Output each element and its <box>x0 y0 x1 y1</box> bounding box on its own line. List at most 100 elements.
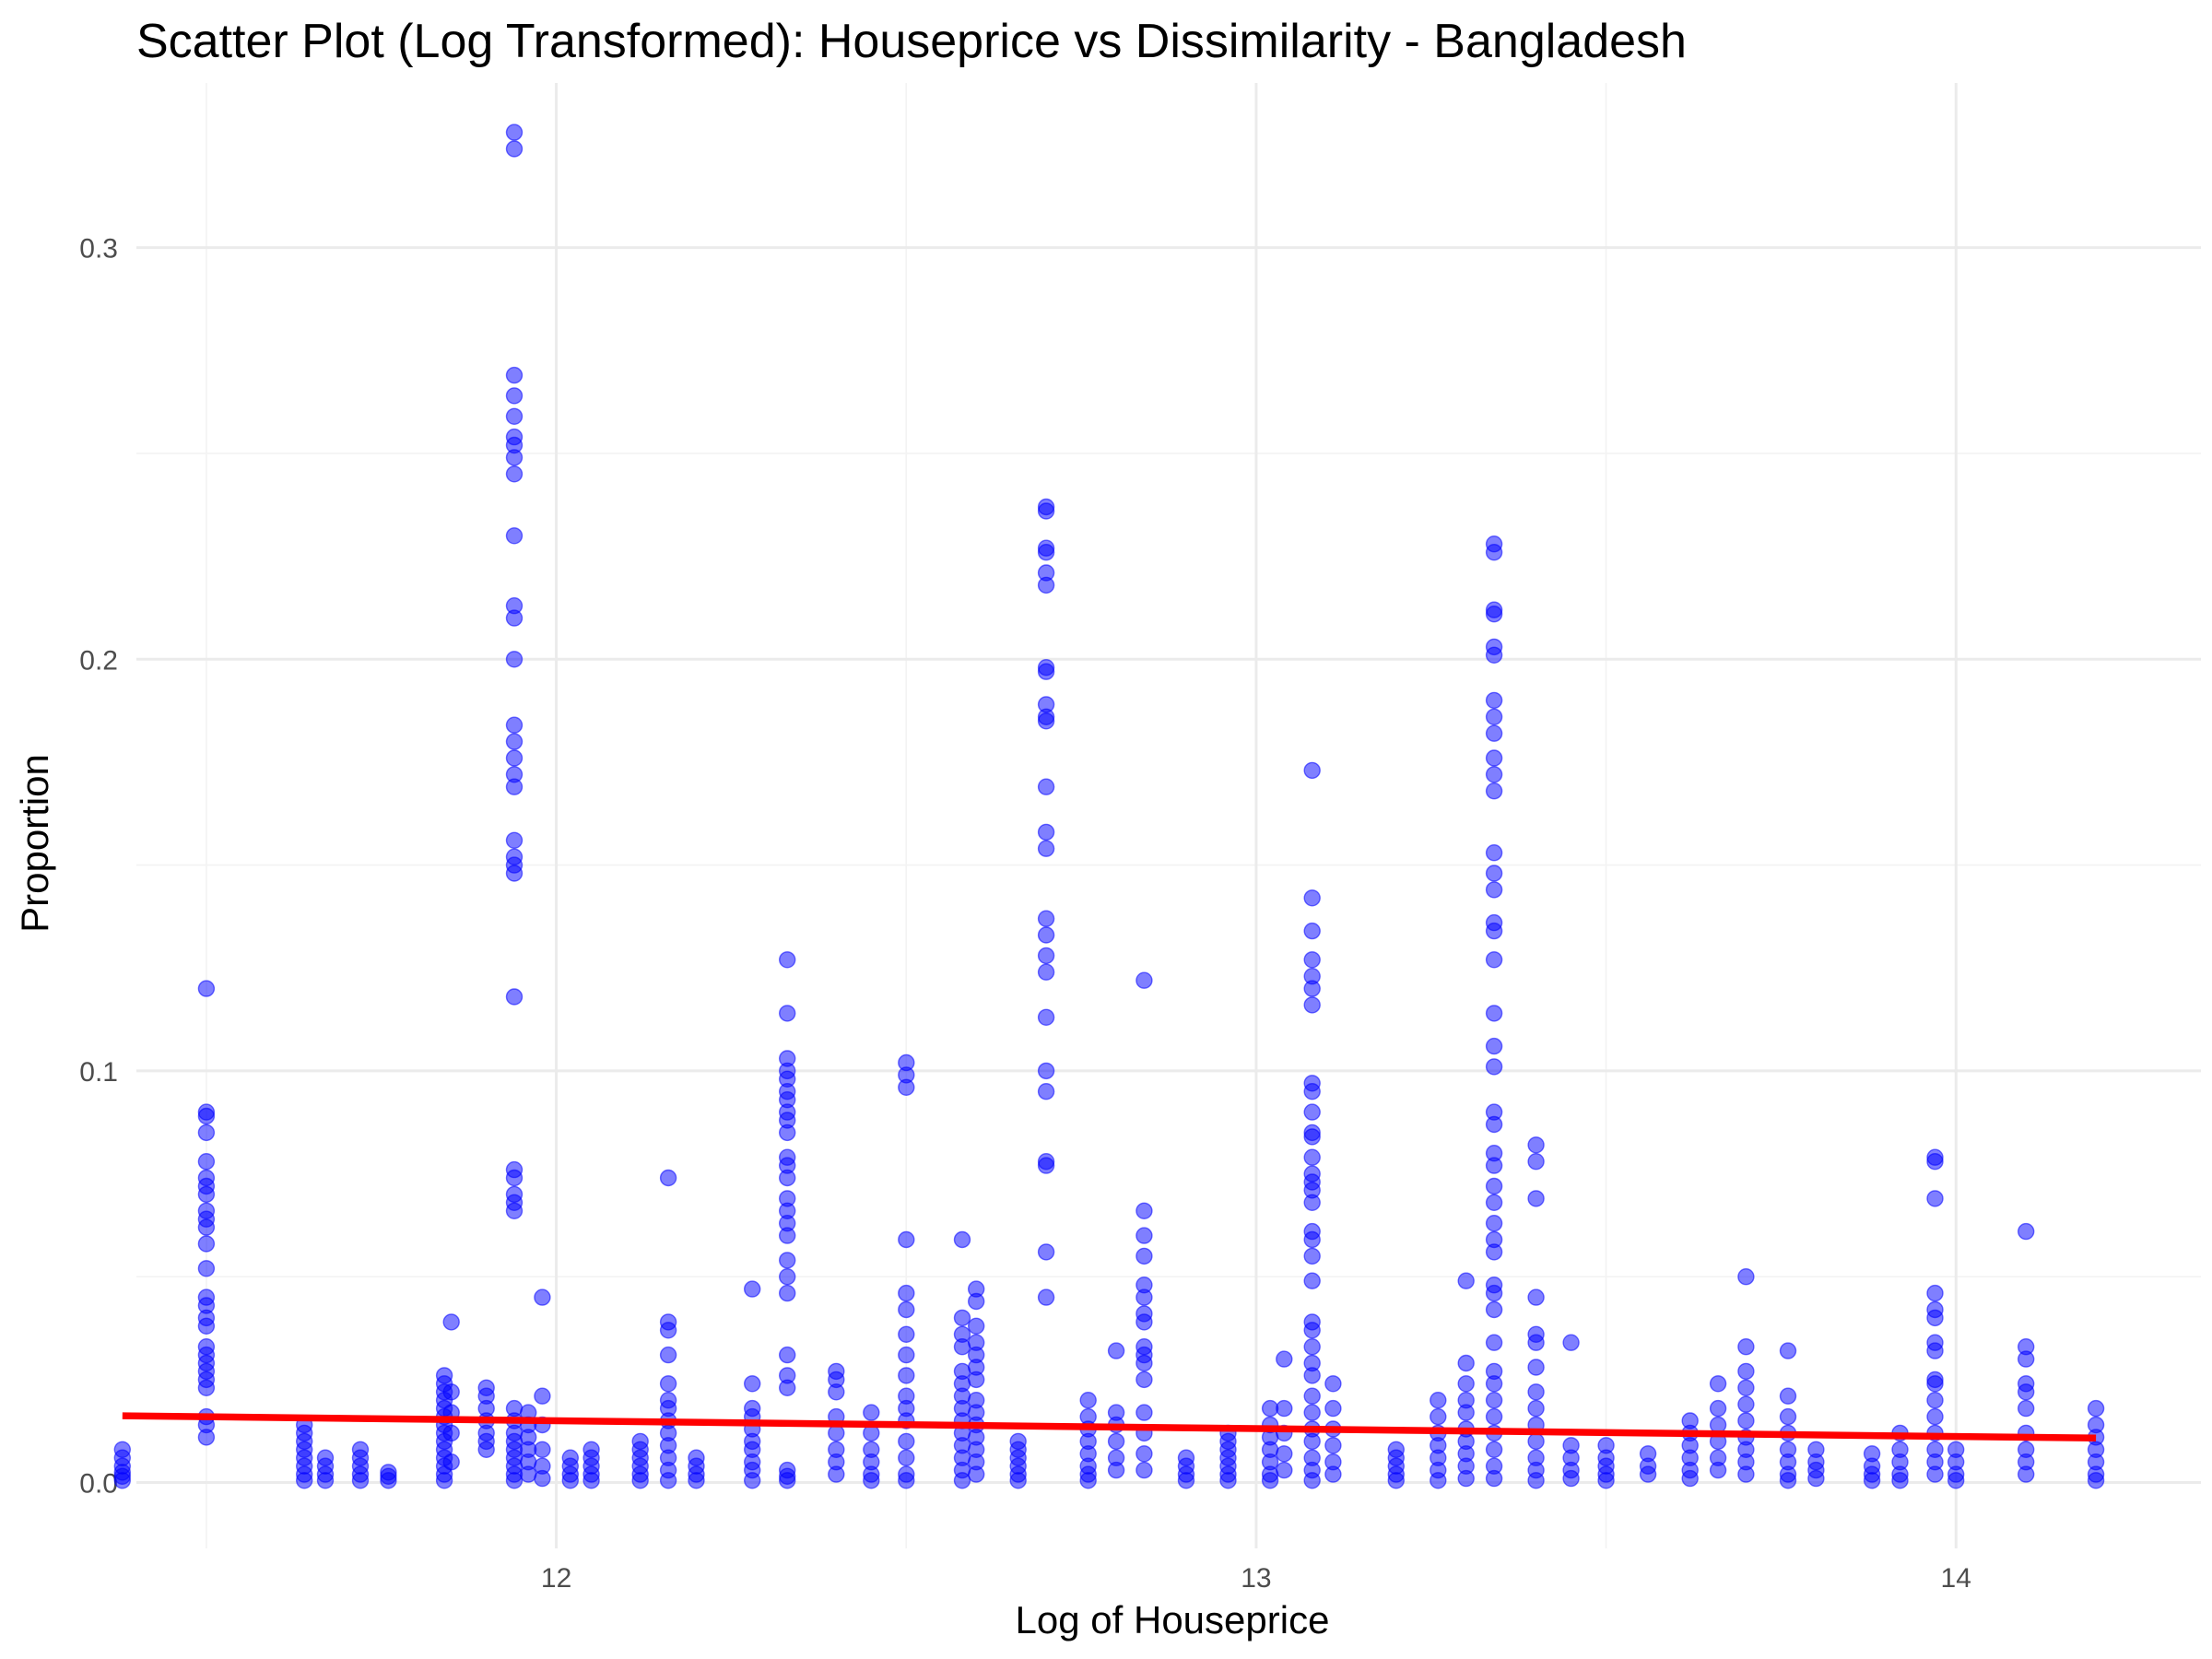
data-point <box>898 1449 915 1466</box>
data-point <box>1485 646 1503 664</box>
data-point <box>828 1424 845 1442</box>
data-point <box>1737 1362 1755 1381</box>
data-point <box>1485 844 1503 862</box>
data-point <box>534 1441 551 1459</box>
data-point <box>1562 1334 1580 1351</box>
data-point <box>2017 1222 2035 1241</box>
data-point <box>1485 881 1503 899</box>
data-point <box>505 449 524 466</box>
data-point <box>779 1267 796 1286</box>
data-point <box>779 1284 796 1302</box>
data-point <box>1303 980 1321 997</box>
data-point <box>197 1185 216 1204</box>
data-point <box>1276 1461 1293 1479</box>
data-point <box>1562 1469 1580 1488</box>
data-point <box>1037 823 1055 841</box>
data-point <box>197 1379 216 1397</box>
data-point <box>1527 1288 1545 1306</box>
data-point <box>505 733 524 750</box>
data-point <box>505 124 524 141</box>
data-point <box>1303 1337 1321 1356</box>
data-point <box>1485 1284 1503 1302</box>
data-point <box>953 1472 971 1489</box>
data-point <box>1737 1267 1755 1286</box>
data-point <box>505 1472 524 1489</box>
data-point <box>380 1464 397 1481</box>
data-point <box>435 1367 453 1384</box>
data-point <box>1485 1441 1503 1459</box>
data-point <box>779 1124 796 1142</box>
data-point <box>1324 1399 1342 1418</box>
x-tick-label: 14 <box>1941 1563 1971 1594</box>
data-point <box>1485 1214 1503 1232</box>
data-point <box>1276 1399 1293 1418</box>
data-point <box>582 1441 600 1459</box>
data-point <box>1303 1272 1321 1289</box>
y-tick-label: 0.3 <box>79 234 118 265</box>
data-point <box>197 1107 216 1125</box>
data-point <box>1485 1115 1503 1134</box>
data-point <box>967 1371 985 1389</box>
data-point <box>744 1472 761 1489</box>
data-point <box>1303 1247 1321 1265</box>
data-point <box>1079 1391 1097 1409</box>
data-point <box>520 1465 537 1483</box>
data-point <box>1430 1472 1447 1489</box>
data-point <box>1303 1148 1321 1166</box>
data-point <box>779 1227 796 1244</box>
data-point <box>197 1260 216 1277</box>
data-point <box>1303 1387 1321 1405</box>
data-point <box>1303 1194 1321 1212</box>
data-point <box>505 527 524 545</box>
data-point <box>1037 1288 1055 1306</box>
data-point <box>1737 1465 1755 1483</box>
data-point <box>1737 1337 1755 1356</box>
data-point <box>1527 1190 1545 1207</box>
y-axis-title: Proportion <box>13 754 56 933</box>
data-point <box>1303 1082 1321 1100</box>
data-point <box>505 1169 524 1187</box>
data-point <box>1135 1288 1153 1306</box>
data-point <box>1527 1383 1545 1401</box>
x-tick-label: 12 <box>541 1563 571 1594</box>
data-point <box>1485 766 1503 783</box>
data-point <box>1135 1247 1153 1265</box>
data-point <box>1639 1465 1657 1483</box>
data-point <box>1037 544 1055 561</box>
data-point <box>1737 1379 1755 1397</box>
data-point <box>1037 1082 1055 1100</box>
chart-title: Scatter Plot (Log Transformed): Housepri… <box>136 15 1687 68</box>
data-point <box>779 1252 796 1269</box>
data-point <box>1107 1432 1125 1451</box>
data-point <box>1037 1062 1055 1080</box>
data-point <box>1135 1227 1153 1244</box>
trend-line-group <box>122 1412 2097 1442</box>
data-point <box>1926 1190 1944 1207</box>
data-point <box>1135 1313 1153 1331</box>
data-point <box>2017 1399 2035 1418</box>
data-point <box>953 1230 971 1249</box>
data-point <box>631 1432 649 1451</box>
data-point <box>1485 782 1503 800</box>
data-point <box>1303 996 1321 1014</box>
data-point <box>779 1169 796 1187</box>
y-tick-label: 0.2 <box>79 645 118 676</box>
data-point <box>659 1322 677 1339</box>
data-point <box>505 465 524 483</box>
data-point <box>505 366 524 384</box>
data-point <box>113 1441 132 1459</box>
data-point <box>534 1288 551 1306</box>
data-point <box>1926 1342 1944 1359</box>
data-point <box>1891 1472 1909 1489</box>
data-point <box>197 1317 216 1335</box>
data-point <box>1303 1128 1321 1146</box>
data-point <box>1037 1243 1055 1261</box>
data-point <box>779 951 796 969</box>
data-point <box>505 651 524 668</box>
data-point <box>1135 1404 1153 1421</box>
data-point <box>1779 1472 1797 1489</box>
data-point <box>1457 1354 1475 1372</box>
data-point <box>442 1424 460 1442</box>
data-point <box>442 1453 460 1471</box>
data-point <box>1303 1432 1321 1451</box>
